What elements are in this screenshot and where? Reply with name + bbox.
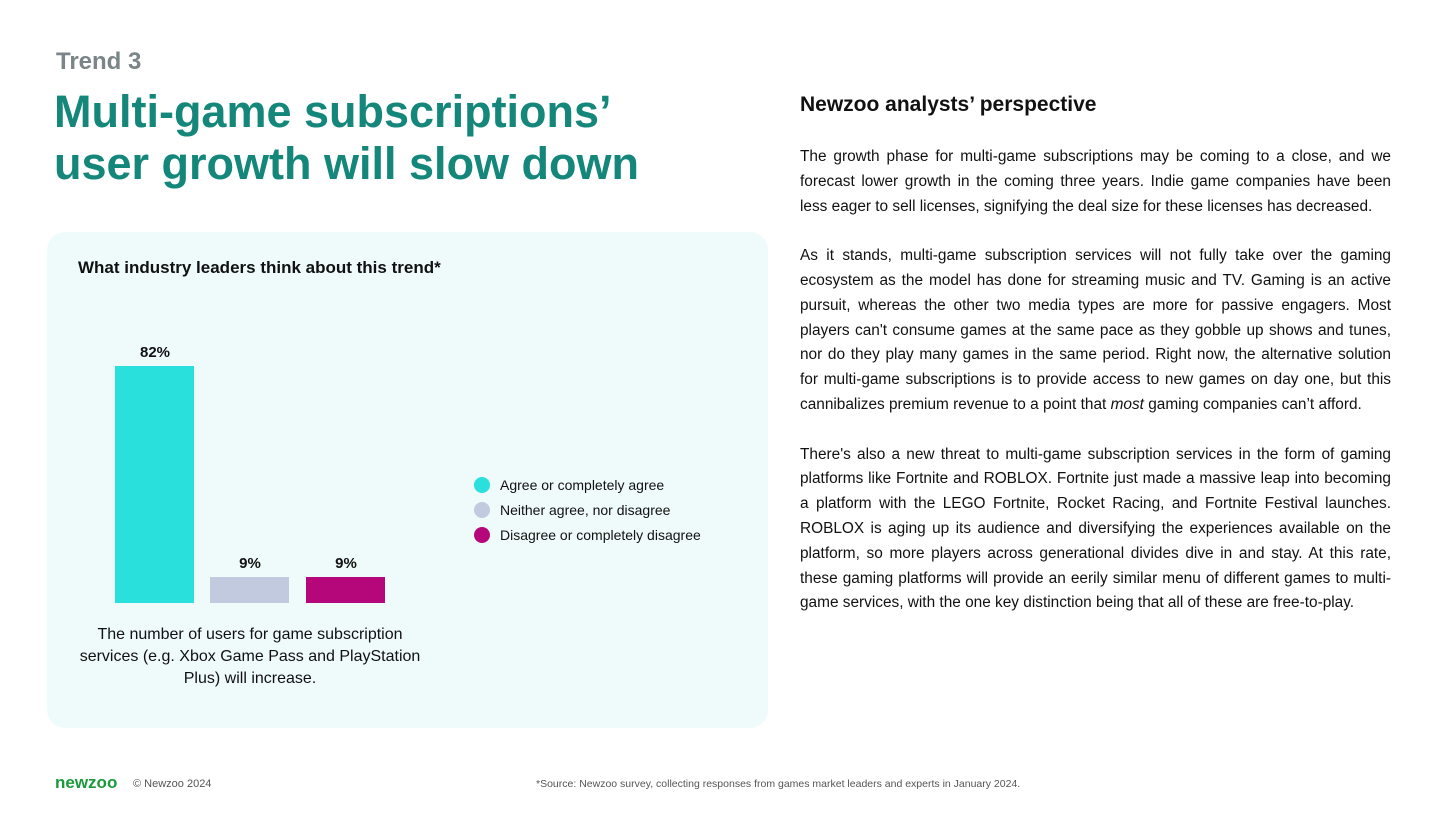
legend: Agree or completely agree Neither agree,… [474,472,701,547]
legend-dot [474,501,490,518]
chart-caption: The number of users for game subscriptio… [79,626,421,687]
legend-label: Disagree or completely disagree [500,526,701,543]
bar [115,366,194,603]
trend-label: Trend 3 [56,48,142,75]
data-label: 82% [139,344,171,362]
legend-item: Disagree or completely disagree [474,522,701,547]
legend-item: Agree or completely agree [474,472,701,497]
bar [210,576,289,603]
legend-dot [474,476,490,493]
chart-title: What industry leaders think about this t… [78,258,441,277]
data-label: 9% [239,554,261,572]
legend-dot [474,526,490,543]
data-label: 9% [335,554,357,572]
copyright: © Newzoo 2024 [133,778,212,790]
paragraph: The growth phase for multi-game subscrip… [800,148,1391,215]
perspective-body: The growth phase for multi-game subscrip… [800,145,1391,641]
emphasis: most [1110,395,1144,413]
legend-label: Neither agree, nor disagree [500,501,671,518]
chart-panel: What industry leaders think about this t… [47,232,768,728]
text: As it stands, multi-game subscription se… [800,247,1391,413]
paragraph: As it stands, multi-game subscription se… [800,244,1391,418]
bar [306,576,385,603]
title-line-2: user growth will slow down [54,138,640,189]
perspective-heading: Newzoo analysts’ perspective [800,93,1097,116]
source-note: *Source: Newzoo survey, collecting respo… [536,778,1021,790]
paragraph: There's also a new threat to multi-game … [800,445,1391,612]
newzoo-logo: newzoo [55,773,118,792]
text: gaming companies can’t afford. [1143,395,1362,413]
title-line-1: Multi-game subscriptions’ [54,86,612,137]
legend-label: Agree or completely agree [500,476,665,493]
legend-item: Neither agree, nor disagree [474,497,701,522]
page-title: Multi-game subscriptions’ user growth wi… [54,86,639,190]
